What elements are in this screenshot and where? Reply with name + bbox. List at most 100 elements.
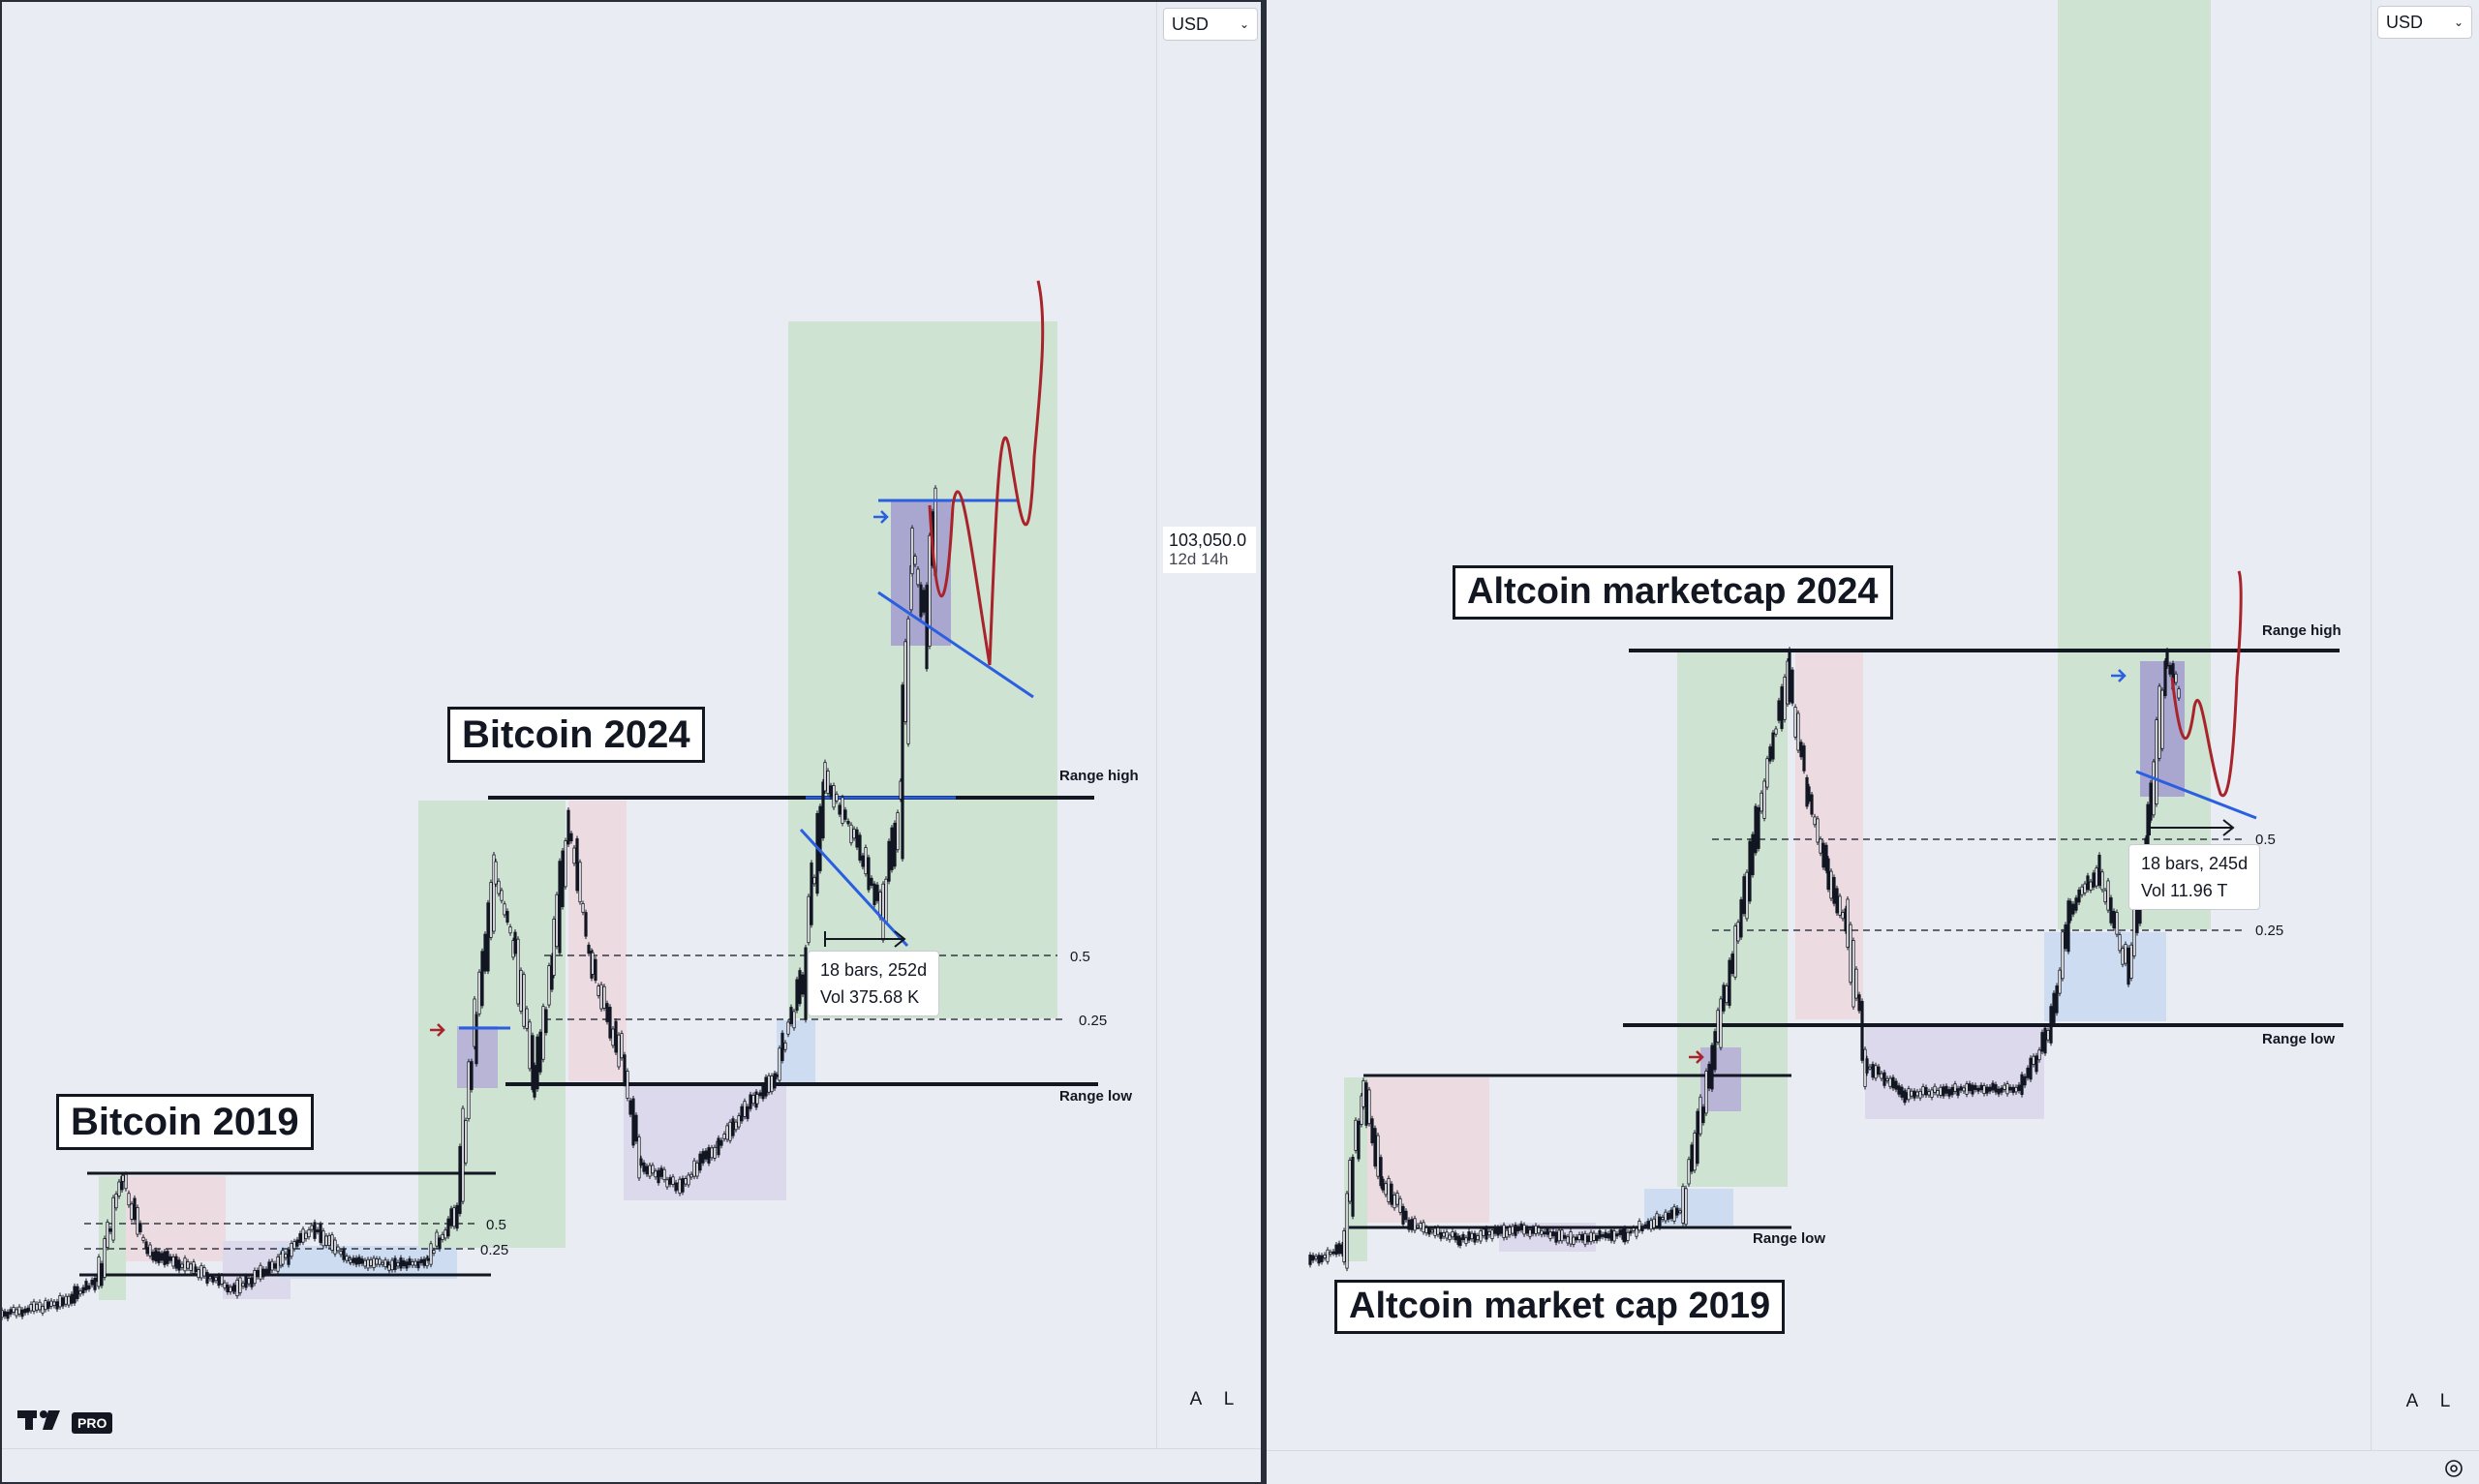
tradingview-logo[interactable]: PRO (17, 1407, 113, 1439)
bitcoin-2024-title[interactable]: Bitcoin 2024 (447, 707, 705, 763)
candle-body (1351, 1156, 1355, 1217)
candle-body (1422, 1222, 1425, 1233)
candle-body (1829, 870, 1833, 899)
altcoin-marketcap-chart[interactable]: Range high Range low Range low 0.5 0.25 (1267, 0, 2361, 1452)
candle-body (1314, 1256, 1318, 1259)
fib-levels[interactable] (1712, 838, 2243, 931)
candle-body (1974, 1084, 1977, 1090)
candle-body (452, 1207, 456, 1227)
candle-body (2146, 803, 2150, 850)
candle-body (1810, 794, 1814, 815)
candle-body (2071, 903, 2075, 915)
bitcoin-price-chart[interactable]: Range high Range low 0.5 0.25 0.5 0.25 (2, 2, 1261, 1454)
candle-body (1548, 1231, 1552, 1239)
candle-body (1968, 1083, 1972, 1092)
candle-body (1913, 1090, 1916, 1099)
range-lines[interactable] (79, 796, 1098, 1277)
candle-body (55, 1301, 59, 1310)
bitcoin-2019-title[interactable]: Bitcoin 2019 (56, 1094, 314, 1150)
gear-icon[interactable] (2442, 1457, 2465, 1480)
currency-select[interactable]: USD ⌄ (1163, 8, 1258, 41)
fib-levels[interactable] (84, 954, 1062, 1250)
candle-body (1888, 1077, 1892, 1087)
range-lines[interactable] (1349, 649, 2343, 1229)
candle-body (786, 1021, 790, 1035)
candle-body (1904, 1092, 1908, 1101)
range-low-label: Range low (1059, 1088, 1132, 1105)
candle-body (416, 1260, 420, 1269)
candle-body (1877, 1066, 1881, 1075)
candle-body (90, 1280, 94, 1286)
candle-body (815, 813, 819, 894)
candle-body (1646, 1221, 1650, 1228)
price-axis[interactable]: USD ⌄ 103,050.0 12d 14h A L (1156, 2, 1261, 1449)
candle-body (1739, 899, 1743, 938)
candle-body (1684, 1188, 1688, 1226)
candle-body (1757, 806, 1760, 849)
left-chart-pane[interactable]: Range high Range low 0.5 0.25 0.5 0.25 B… (0, 0, 1263, 1484)
candle-body (1580, 1233, 1584, 1241)
candle-body (1942, 1086, 1945, 1097)
candle-body (2046, 1030, 2050, 1041)
altcoin-2019-title[interactable]: Altcoin market cap 2019 (1334, 1280, 1786, 1334)
candle-body (20, 1309, 24, 1317)
candle-body (363, 1259, 367, 1267)
candle-body (2149, 782, 2153, 821)
candle-body (2061, 931, 2065, 980)
measure-tooltip: 18 bars, 245d Vol 11.96 T (2128, 844, 2261, 910)
trend-lines[interactable] (2135, 770, 2257, 820)
candle-body (890, 827, 894, 870)
candle-body (2163, 660, 2167, 697)
candle-body (1678, 1210, 1682, 1214)
candle-body (87, 1285, 91, 1289)
candle-body (1979, 1084, 1983, 1091)
candle-body (1543, 1231, 1546, 1235)
candle-body (849, 824, 853, 844)
pane-divider[interactable] (1263, 0, 1267, 1484)
candle-body (1667, 1213, 1670, 1220)
candle-body (1649, 1220, 1653, 1230)
candle-body (1936, 1090, 1940, 1096)
candle-body (846, 820, 850, 825)
candle-body (1632, 1227, 1636, 1231)
candle-body (569, 833, 573, 842)
altcoin-2024-title[interactable]: Altcoin marketcap 2024 (1453, 565, 1893, 620)
fib-quarter-2019-label: 0.25 (480, 1242, 508, 1258)
currency-select[interactable]: USD ⌄ (2377, 6, 2472, 39)
time-axis[interactable] (1267, 1450, 2479, 1484)
right-chart-pane[interactable]: Range high Range low Range low 0.5 0.25 … (1267, 0, 2479, 1484)
auto-scale-button[interactable]: A (1189, 1389, 1203, 1409)
candle-body (698, 1153, 702, 1171)
price-projection-path[interactable] (2170, 570, 2243, 798)
trend-lines[interactable] (459, 499, 1034, 1030)
log-scale-button[interactable]: L (2439, 1391, 2451, 1411)
log-scale-button[interactable]: L (1223, 1389, 1235, 1409)
candle-body (1490, 1229, 1494, 1240)
candle-body (1381, 1178, 1385, 1191)
price-projection-path[interactable] (928, 280, 1045, 666)
candle-body (2168, 664, 2172, 675)
candle-body (665, 1179, 669, 1188)
candle-body (906, 618, 910, 744)
candle-body (1345, 1193, 1349, 1269)
candle-body (396, 1261, 400, 1267)
auto-scale-button[interactable]: A (2405, 1391, 2419, 1411)
candle-body (1379, 1157, 1383, 1187)
candle-body (1788, 649, 1791, 703)
candle-body (801, 974, 805, 995)
candle-body (1783, 677, 1787, 720)
candle-body (103, 1238, 107, 1278)
candle-body (136, 1206, 139, 1235)
candle-body (2115, 912, 2119, 935)
price-axis[interactable]: USD ⌄ A L (2371, 0, 2479, 1451)
candle-body (2040, 1032, 2044, 1052)
candle-body (1560, 1229, 1564, 1242)
candle-body (2158, 685, 2161, 759)
candle-body (1699, 1096, 1702, 1135)
entry-arrows (1689, 669, 2235, 1064)
candle-body (446, 1218, 450, 1237)
candle-body (133, 1197, 137, 1221)
time-axis[interactable] (2, 1448, 1261, 1482)
candle-body (2068, 900, 2072, 922)
candle-body (2100, 871, 2104, 891)
